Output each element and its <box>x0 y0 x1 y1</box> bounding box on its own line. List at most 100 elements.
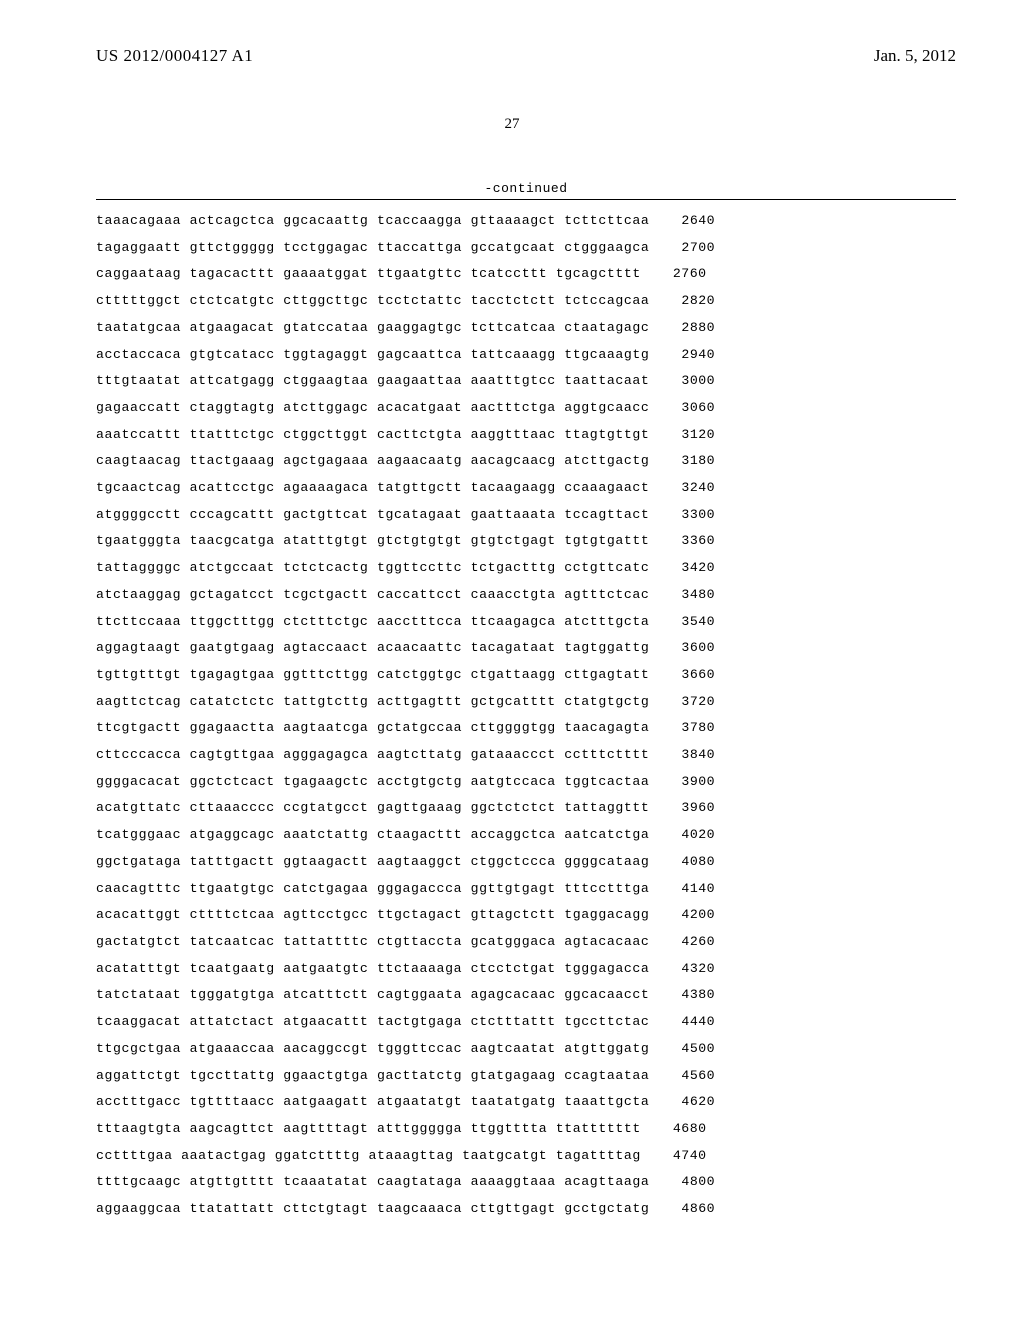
sequence-blocks: tttgtaatat attcatgagg ctggaagtaa gaagaat… <box>96 374 649 387</box>
sequence-position: 4560 <box>681 1069 715 1082</box>
sequence-row: ttgcgctgaa atgaaaccaa aacaggccgt tgggttc… <box>96 1042 956 1055</box>
sequence-blocks: ggggacacat ggctctcact tgagaagctc acctgtg… <box>96 775 649 788</box>
sequence-listing: -continued taaacagaaa actcagctca ggcacaa… <box>0 181 1024 1215</box>
sequence-row: ttttgcaagc atgttgtttt tcaaatatat caagtat… <box>96 1175 956 1188</box>
sequence-row: aagttctcag catatctctc tattgtcttg acttgag… <box>96 695 956 708</box>
page-number: 27 <box>0 116 1024 133</box>
sequence-row: ggctgataga tatttgactt ggtaagactt aagtaag… <box>96 855 956 868</box>
sequence-blocks: taaacagaaa actcagctca ggcacaattg tcaccaa… <box>96 214 649 227</box>
sequence-row: gactatgtct tatcaatcac tattattttc ctgttac… <box>96 935 956 948</box>
sequence-position: 4500 <box>681 1042 715 1055</box>
sequence-position: 4800 <box>681 1175 715 1188</box>
continued-label: -continued <box>96 181 956 196</box>
sequence-blocks: taatatgcaa atgaagacat gtatccataa gaaggag… <box>96 321 649 334</box>
sequence-blocks: tagaggaatt gttctggggg tcctggagac ttaccat… <box>96 241 649 254</box>
sequence-row: ccttttgaa aaatactgag ggatcttttg ataaagtt… <box>96 1149 956 1162</box>
sequence-blocks: acctttgacc tgttttaacc aatgaagatt atgaata… <box>96 1095 649 1108</box>
sequence-row: tgcaactcag acattcctgc agaaaagaca tatgttg… <box>96 481 956 494</box>
sequence-blocks: aagttctcag catatctctc tattgtcttg acttgag… <box>96 695 649 708</box>
sequence-row: acctaccaca gtgtcatacc tggtagaggt gagcaat… <box>96 348 956 361</box>
sequence-blocks: caggaataag tagacacttt gaaaatggat ttgaatg… <box>96 267 641 280</box>
sequence-blocks: ggctgataga tatttgactt ggtaagactt aagtaag… <box>96 855 649 868</box>
sequence-blocks: aggaaggcaa ttatattatt cttctgtagt taagcaa… <box>96 1202 649 1215</box>
sequence-blocks: ttgcgctgaa atgaaaccaa aacaggccgt tgggttc… <box>96 1042 649 1055</box>
publication-date: Jan. 5, 2012 <box>874 46 956 66</box>
sequence-blocks: acctaccaca gtgtcatacc tggtagaggt gagcaat… <box>96 348 649 361</box>
sequence-position: 4200 <box>681 908 715 921</box>
sequence-blocks: caagtaacag ttactgaaag agctgagaaa aagaaca… <box>96 454 649 467</box>
sequence-row: gagaaccatt ctaggtagtg atcttggagc acacatg… <box>96 401 956 414</box>
sequence-row: caacagtttc ttgaatgtgc catctgagaa gggagac… <box>96 882 956 895</box>
sequence-blocks: tgttgtttgt tgagagtgaa ggtttcttgg catctgg… <box>96 668 649 681</box>
sequence-position: 4080 <box>681 855 715 868</box>
sequence-position: 3780 <box>681 721 715 734</box>
sequence-row: aggattctgt tgccttattg ggaactgtga gacttat… <box>96 1069 956 1082</box>
sequence-position: 3420 <box>681 561 715 574</box>
sequence-row: taaacagaaa actcagctca ggcacaattg tcaccaa… <box>96 214 956 227</box>
sequence-position: 4140 <box>681 882 715 895</box>
sequence-position: 3960 <box>681 801 715 814</box>
sequence-row: acatatttgt tcaatgaatg aatgaatgtc ttctaaa… <box>96 962 956 975</box>
sequence-position: 4260 <box>681 935 715 948</box>
sequence-row: ggggacacat ggctctcact tgagaagctc acctgtg… <box>96 775 956 788</box>
sequence-position: 2640 <box>681 214 715 227</box>
sequence-row: taatatgcaa atgaagacat gtatccataa gaaggag… <box>96 321 956 334</box>
sequence-position: 4320 <box>681 962 715 975</box>
sequence-position: 3120 <box>681 428 715 441</box>
sequence-blocks: ttttgcaagc atgttgtttt tcaaatatat caagtat… <box>96 1175 649 1188</box>
sequence-blocks: acatatttgt tcaatgaatg aatgaatgtc ttctaaa… <box>96 962 649 975</box>
sequence-position: 3240 <box>681 481 715 494</box>
sequence-blocks: acatgttatc cttaaacccc ccgtatgcct gagttga… <box>96 801 649 814</box>
sequence-blocks: tttaagtgta aagcagttct aagttttagt atttggg… <box>96 1122 641 1135</box>
sequence-position: 2760 <box>673 267 707 280</box>
sequence-blocks: ttcttccaaa ttggctttgg ctctttctgc aaccttt… <box>96 615 649 628</box>
sequence-row: tgaatgggta taacgcatga atatttgtgt gtctgtg… <box>96 534 956 547</box>
sequence-blocks: ctttttggct ctctcatgtc cttggcttgc tcctcta… <box>96 294 649 307</box>
sequence-row: ctttttggct ctctcatgtc cttggcttgc tcctcta… <box>96 294 956 307</box>
sequence-position: 4380 <box>681 988 715 1001</box>
sequence-row: ttcttccaaa ttggctttgg ctctttctgc aaccttt… <box>96 615 956 628</box>
sequence-row: aaatccattt ttatttctgc ctggcttggt cacttct… <box>96 428 956 441</box>
sequence-row: aggagtaagt gaatgtgaag agtaccaact acaacaa… <box>96 641 956 654</box>
sequence-row: acatgttatc cttaaacccc ccgtatgcct gagttga… <box>96 801 956 814</box>
sequence-row: caagtaacag ttactgaaag agctgagaaa aagaaca… <box>96 454 956 467</box>
sequence-position: 2940 <box>681 348 715 361</box>
sequence-blocks: aggagtaagt gaatgtgaag agtaccaact acaacaa… <box>96 641 649 654</box>
sequence-position: 4440 <box>681 1015 715 1028</box>
sequence-row: tcaaggacat attatctact atgaacattt tactgtg… <box>96 1015 956 1028</box>
sequence-position: 3000 <box>681 374 715 387</box>
sequence-row: tgttgtttgt tgagagtgaa ggtttcttgg catctgg… <box>96 668 956 681</box>
sequence-position: 4620 <box>681 1095 715 1108</box>
sequence-position: 2880 <box>681 321 715 334</box>
sequence-position: 3180 <box>681 454 715 467</box>
sequence-position: 2820 <box>681 294 715 307</box>
sequence-blocks: atctaaggag gctagatcct tcgctgactt caccatt… <box>96 588 649 601</box>
sequence-blocks: tcatgggaac atgaggcagc aaatctattg ctaagac… <box>96 828 649 841</box>
sequence-row: caggaataag tagacacttt gaaaatggat ttgaatg… <box>96 267 956 280</box>
sequence-rows: taaacagaaa actcagctca ggcacaattg tcaccaa… <box>96 200 956 1215</box>
sequence-blocks: cttcccacca cagtgttgaa agggagagca aagtctt… <box>96 748 649 761</box>
sequence-row: cttcccacca cagtgttgaa agggagagca aagtctt… <box>96 748 956 761</box>
sequence-position: 3720 <box>681 695 715 708</box>
sequence-row: tattaggggc atctgccaat tctctcactg tggttcc… <box>96 561 956 574</box>
sequence-position: 4740 <box>673 1149 707 1162</box>
sequence-position: 3480 <box>681 588 715 601</box>
sequence-blocks: ttcgtgactt ggagaactta aagtaatcga gctatgc… <box>96 721 649 734</box>
sequence-position: 3060 <box>681 401 715 414</box>
sequence-blocks: gactatgtct tatcaatcac tattattttc ctgttac… <box>96 935 649 948</box>
sequence-blocks: aaatccattt ttatttctgc ctggcttggt cacttct… <box>96 428 649 441</box>
sequence-blocks: tgaatgggta taacgcatga atatttgtgt gtctgtg… <box>96 534 649 547</box>
sequence-row: acctttgacc tgttttaacc aatgaagatt atgaata… <box>96 1095 956 1108</box>
sequence-blocks: gagaaccatt ctaggtagtg atcttggagc acacatg… <box>96 401 649 414</box>
sequence-position: 3540 <box>681 615 715 628</box>
sequence-row: ttcgtgactt ggagaactta aagtaatcga gctatgc… <box>96 721 956 734</box>
sequence-row: acacattggt cttttctcaa agttcctgcc ttgctag… <box>96 908 956 921</box>
sequence-row: tttaagtgta aagcagttct aagttttagt atttggg… <box>96 1122 956 1135</box>
sequence-row: aggaaggcaa ttatattatt cttctgtagt taagcaa… <box>96 1202 956 1215</box>
sequence-position: 2700 <box>681 241 715 254</box>
sequence-blocks: acacattggt cttttctcaa agttcctgcc ttgctag… <box>96 908 649 921</box>
sequence-position: 4020 <box>681 828 715 841</box>
sequence-row: tatctataat tgggatgtga atcatttctt cagtgga… <box>96 988 956 1001</box>
sequence-blocks: tatctataat tgggatgtga atcatttctt cagtgga… <box>96 988 649 1001</box>
sequence-blocks: caacagtttc ttgaatgtgc catctgagaa gggagac… <box>96 882 649 895</box>
